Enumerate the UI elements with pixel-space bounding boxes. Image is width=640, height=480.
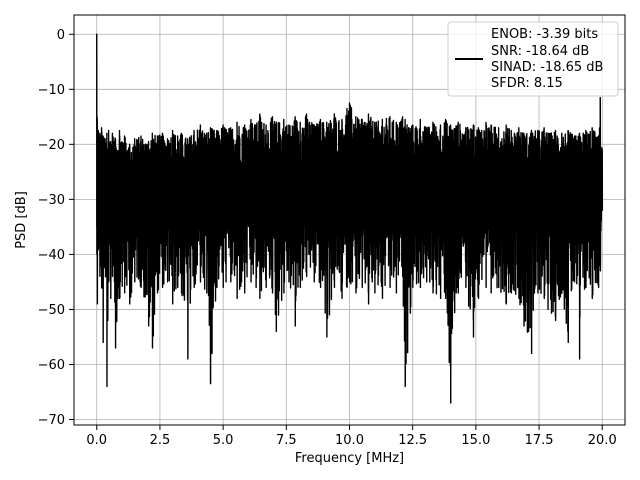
x-tick-label: 12.5 — [398, 433, 427, 448]
x-tick-label: 0.0 — [86, 433, 107, 448]
y-tick-label: −30 — [38, 193, 65, 208]
y-tick-label: −50 — [38, 303, 65, 318]
y-axis: 0 −10 −20 −30 −40 −50 −60 −70 — [38, 28, 74, 428]
x-tick-label: 5.0 — [213, 433, 234, 448]
y-tick-label: 0 — [57, 28, 65, 43]
legend-box — [447, 21, 619, 97]
legend-line-snr: SNR: -18.64 dB — [491, 44, 589, 59]
legend-line-sinad: SINAD: -18.65 dB — [491, 60, 603, 75]
y-tick-label: −40 — [38, 248, 65, 263]
psd-line — [96, 33, 604, 404]
y-tick-label: −60 — [38, 358, 65, 373]
x-tick-label: 10.0 — [335, 433, 364, 448]
y-tick-label: −70 — [38, 413, 65, 428]
y-tick-label: −20 — [38, 138, 65, 153]
x-tick-label: 15.0 — [461, 433, 490, 448]
x-axis: 0.0 2.5 5.0 7.5 10.0 12.5 15.0 17.5 20.0 — [86, 425, 617, 448]
x-tick-label: 17.5 — [525, 433, 554, 448]
x-tick-label: 7.5 — [276, 433, 297, 448]
legend-line-enob: ENOB: -3.39 bits — [491, 27, 598, 42]
legend: ENOB: -3.39 bits SNR: -18.64 dB SINAD: -… — [447, 21, 619, 97]
y-tick-label: −10 — [38, 83, 65, 98]
x-tick-label: 2.5 — [150, 433, 171, 448]
x-axis-label: Frequency [MHz] — [295, 451, 404, 466]
legend-line-sfdr: SFDR: 8.15 — [491, 76, 563, 91]
x-tick-label: 20.0 — [588, 433, 617, 448]
psd-trace — [96, 33, 604, 404]
y-axis-label: PSD [dB] — [14, 191, 29, 249]
